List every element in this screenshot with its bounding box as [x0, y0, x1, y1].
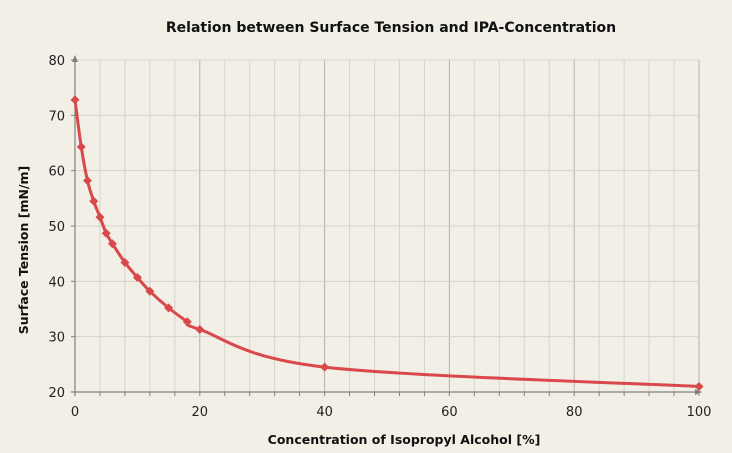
y-tick-label: 30 [48, 331, 65, 346]
y-axis-arrow [72, 55, 78, 62]
axes [71, 55, 702, 396]
y-tick-label: 20 [48, 386, 65, 401]
data-point [132, 272, 142, 282]
y-tick-label: 80 [48, 54, 65, 69]
data-point [101, 228, 111, 238]
data-point [82, 176, 92, 186]
x-tick-label: 100 [687, 405, 712, 420]
y-tick-label: 40 [48, 275, 65, 290]
data-point [182, 317, 192, 327]
data-point [694, 381, 704, 391]
series-markers [70, 95, 704, 391]
data-point [95, 212, 105, 222]
data-point [70, 95, 80, 105]
y-tick-label: 70 [48, 109, 65, 124]
data-point [164, 303, 174, 313]
data-point [195, 324, 205, 334]
x-tick-label: 80 [566, 405, 583, 420]
y-tick-label: 60 [48, 165, 65, 180]
x-axis-label: Concentration of Isopropyl Alcohol [%] [268, 432, 541, 447]
data-point [145, 286, 155, 296]
data-point [107, 239, 117, 249]
x-tick-label: 60 [441, 405, 458, 420]
data-point [76, 142, 86, 152]
tick-labels: 0 20 40 60 80 100 20 30 40 50 60 70 80 [48, 54, 711, 420]
y-tick-label: 50 [48, 220, 65, 235]
data-point [320, 362, 330, 372]
x-tick-label: 40 [316, 405, 333, 420]
x-tick-label: 0 [71, 405, 79, 420]
data-point [89, 196, 99, 206]
data-point [120, 258, 130, 268]
series-line [73, 99, 700, 388]
grid [75, 59, 700, 392]
x-tick-label: 20 [192, 405, 209, 420]
chart-title: Relation between Surface Tension and IPA… [166, 20, 616, 36]
y-axis-label: Surface Tension [mN/m] [16, 166, 31, 335]
